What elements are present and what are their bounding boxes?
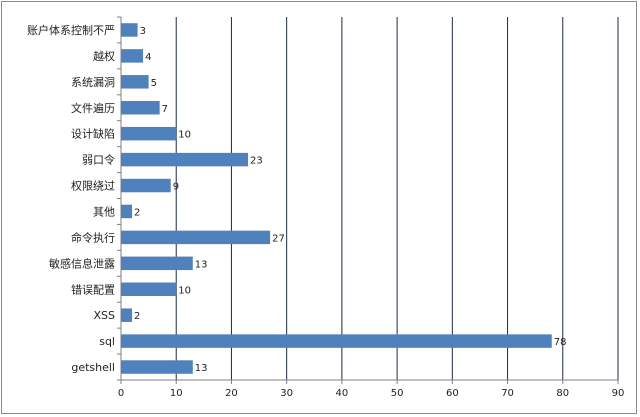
bar [121, 256, 193, 271]
bar [121, 23, 138, 37]
x-tick-label: 70 [501, 388, 514, 399]
x-tick-label: 40 [336, 388, 349, 399]
x-tick-label: 80 [556, 388, 569, 399]
data-label: 23 [250, 156, 263, 167]
bar [121, 75, 149, 89]
bar [121, 101, 160, 115]
category-label: 文件遍历 [71, 101, 115, 115]
bar [121, 360, 193, 374]
data-label: 13 [195, 259, 208, 270]
x-tick-label: 30 [280, 388, 293, 399]
category-label: 命令执行 [71, 230, 115, 244]
data-label: 78 [554, 337, 567, 348]
bar [121, 152, 249, 167]
bar [121, 49, 144, 63]
category-label: 越权 [93, 49, 115, 63]
x-tick-label: 50 [391, 388, 404, 399]
category-label: 设计缺陷 [71, 127, 115, 141]
category-label: XSS [93, 309, 115, 322]
category-label: 其他 [93, 205, 115, 218]
category-label: 权限绕过 [71, 180, 115, 193]
data-label: 7 [162, 104, 168, 115]
bar [121, 230, 271, 245]
bar [121, 204, 133, 219]
data-label: 9 [173, 182, 179, 193]
bar [121, 282, 177, 296]
data-label: 2 [134, 311, 140, 322]
category-label: 弱口令 [82, 153, 115, 167]
bar [121, 178, 171, 193]
bar [121, 308, 133, 322]
bar [121, 334, 552, 348]
data-label: 10 [178, 285, 191, 296]
data-label: 3 [140, 26, 146, 37]
category-label: 错误配置 [71, 282, 115, 296]
category-label: 敏感信息泄露 [49, 256, 115, 270]
data-label: 5 [151, 78, 157, 89]
category-label: getshell [71, 361, 115, 374]
category-label: sql [99, 335, 115, 348]
data-label: 10 [178, 130, 191, 141]
x-tick-label: 60 [446, 388, 459, 399]
data-label: 4 [145, 52, 151, 63]
data-label: 13 [195, 363, 208, 374]
x-tick-label: 20 [225, 388, 238, 399]
x-tick-label: 10 [170, 388, 183, 399]
x-tick-label: 0 [118, 388, 124, 399]
bar [121, 126, 177, 141]
x-tick-label: 90 [612, 388, 625, 399]
category-label: 系统漏洞 [71, 76, 115, 89]
data-label: 27 [272, 233, 285, 244]
data-label: 2 [134, 207, 140, 218]
category-label: 账户体系控制不严 [27, 23, 115, 37]
